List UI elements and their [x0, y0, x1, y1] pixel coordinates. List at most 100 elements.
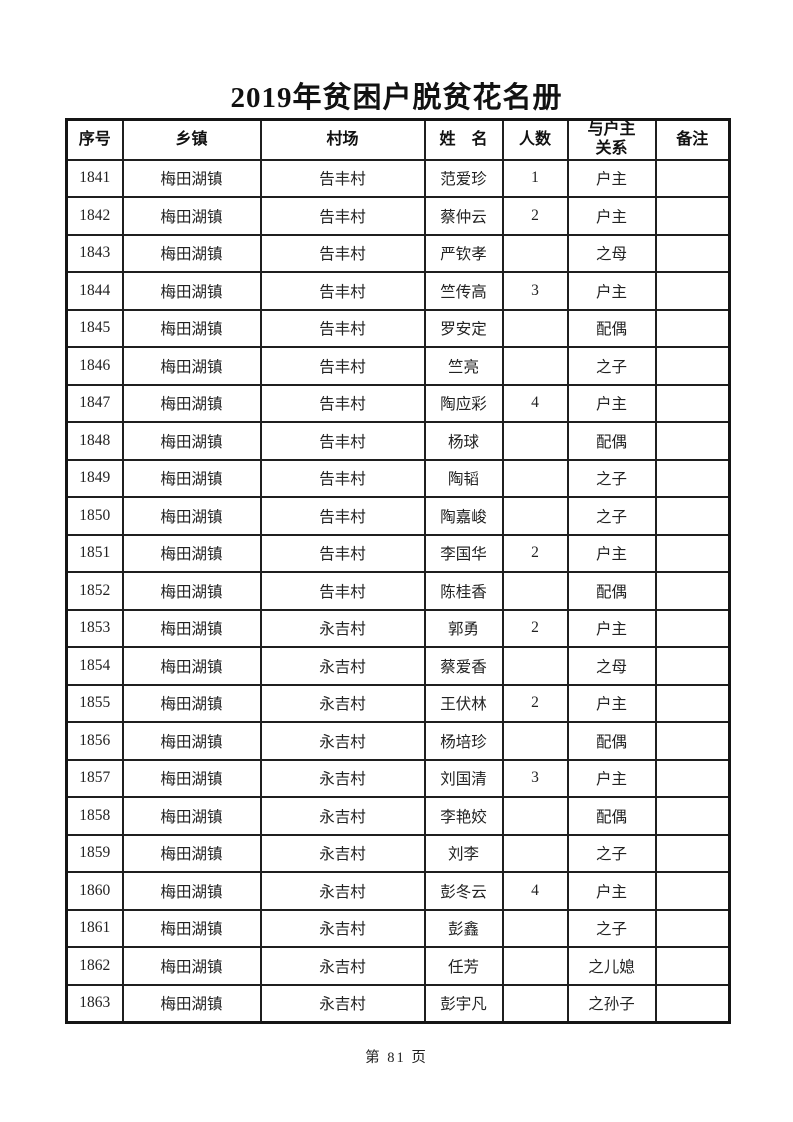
cell-note — [654, 646, 731, 686]
cell-village: 永吉村 — [259, 833, 426, 873]
cell-serial: 1855 — [65, 683, 124, 723]
table-row: 1841 梅田湖镇 告丰村 范爱珍 1 户主 — [65, 158, 731, 198]
cell-village: 告丰村 — [259, 196, 426, 236]
cell-town: 梅田湖镇 — [121, 608, 262, 648]
cell-serial: 1845 — [65, 308, 124, 348]
cell-village: 告丰村 — [259, 571, 426, 611]
cell-count — [501, 233, 569, 273]
cell-village: 永吉村 — [259, 871, 426, 911]
cell-note — [654, 796, 731, 836]
roster-table: 序号 乡镇 村场 姓 名 人数 与户主 关系 备注 1841 梅田湖镇 告丰村 范爱珍… — [65, 118, 731, 1024]
table-row: 1860 梅田湖镇 永吉村 彭冬云 4 户主 — [65, 871, 731, 911]
cell-name: 竺亮 — [423, 346, 504, 386]
cell-note — [654, 196, 731, 236]
cell-count: 2 — [501, 196, 569, 236]
cell-serial: 1862 — [65, 946, 124, 986]
cell-name: 刘李 — [423, 833, 504, 873]
table-row: 1848 梅田湖镇 告丰村 杨球 配偶 — [65, 421, 731, 461]
cell-serial: 1857 — [65, 758, 124, 798]
cell-serial: 1847 — [65, 383, 124, 423]
cell-count — [501, 796, 569, 836]
cell-note — [654, 758, 731, 798]
cell-count — [501, 833, 569, 873]
cell-name: 陶应彩 — [423, 383, 504, 423]
header-count: 人数 — [501, 118, 569, 161]
cell-relation: 户主 — [566, 383, 657, 423]
header-row: 序号 乡镇 村场 姓 名 人数 与户主 关系 备注 — [65, 118, 731, 161]
cell-name: 李艳姣 — [423, 796, 504, 836]
cell-town: 梅田湖镇 — [121, 683, 262, 723]
cell-town: 梅田湖镇 — [121, 383, 262, 423]
cell-serial: 1859 — [65, 833, 124, 873]
cell-note — [654, 571, 731, 611]
cell-relation: 之儿媳 — [566, 946, 657, 986]
cell-count — [501, 946, 569, 986]
table-row: 1863 梅田湖镇 永吉村 彭宇凡 之孙子 — [65, 983, 731, 1023]
cell-village: 永吉村 — [259, 983, 426, 1023]
cell-note — [654, 871, 731, 911]
cell-relation: 之母 — [566, 233, 657, 273]
cell-town: 梅田湖镇 — [121, 908, 262, 948]
cell-town: 梅田湖镇 — [121, 458, 262, 498]
cell-note — [654, 346, 731, 386]
header-serial: 序号 — [65, 118, 124, 161]
header-name: 姓 名 — [423, 118, 504, 161]
table-row: 1846 梅田湖镇 告丰村 竺亮 之子 — [65, 346, 731, 386]
cell-name: 杨培珍 — [423, 721, 504, 761]
cell-note — [654, 983, 731, 1023]
cell-serial: 1849 — [65, 458, 124, 498]
cell-note — [654, 683, 731, 723]
cell-count — [501, 983, 569, 1023]
cell-village: 告丰村 — [259, 271, 426, 311]
cell-count — [501, 721, 569, 761]
cell-name: 陶韬 — [423, 458, 504, 498]
cell-town: 梅田湖镇 — [121, 271, 262, 311]
cell-count — [501, 496, 569, 536]
cell-town: 梅田湖镇 — [121, 233, 262, 273]
cell-count: 4 — [501, 871, 569, 911]
table-row: 1858 梅田湖镇 永吉村 李艳姣 配偶 — [65, 796, 731, 836]
table-row: 1853 梅田湖镇 永吉村 郭勇 2 户主 — [65, 608, 731, 648]
header-village: 村场 — [259, 118, 426, 161]
cell-town: 梅田湖镇 — [121, 308, 262, 348]
cell-town: 梅田湖镇 — [121, 871, 262, 911]
cell-relation: 之子 — [566, 908, 657, 948]
cell-relation: 户主 — [566, 533, 657, 573]
cell-town: 梅田湖镇 — [121, 646, 262, 686]
cell-town: 梅田湖镇 — [121, 158, 262, 198]
cell-relation: 户主 — [566, 158, 657, 198]
cell-town: 梅田湖镇 — [121, 421, 262, 461]
cell-village: 告丰村 — [259, 308, 426, 348]
page-title: 2019年贫困户脱贫花名册 — [230, 82, 563, 114]
cell-serial: 1842 — [65, 196, 124, 236]
cell-village: 永吉村 — [259, 646, 426, 686]
table-row: 1854 梅田湖镇 永吉村 蔡爱香 之母 — [65, 646, 731, 686]
cell-name: 刘国清 — [423, 758, 504, 798]
cell-note — [654, 908, 731, 948]
cell-name: 郭勇 — [423, 608, 504, 648]
cell-village: 告丰村 — [259, 233, 426, 273]
cell-village: 永吉村 — [259, 758, 426, 798]
cell-name: 彭宇凡 — [423, 983, 504, 1023]
cell-town: 梅田湖镇 — [121, 946, 262, 986]
cell-village: 告丰村 — [259, 421, 426, 461]
cell-note — [654, 421, 731, 461]
cell-town: 梅田湖镇 — [121, 196, 262, 236]
cell-count — [501, 458, 569, 498]
table-row: 1857 梅田湖镇 永吉村 刘国清 3 户主 — [65, 758, 731, 798]
table-row: 1852 梅田湖镇 告丰村 陈桂香 配偶 — [65, 571, 731, 611]
cell-count: 4 — [501, 383, 569, 423]
cell-count: 1 — [501, 158, 569, 198]
cell-village: 永吉村 — [259, 683, 426, 723]
cell-note — [654, 233, 731, 273]
cell-name: 陈桂香 — [423, 571, 504, 611]
table-row: 1856 梅田湖镇 永吉村 杨培珍 配偶 — [65, 721, 731, 761]
cell-name: 陶嘉峻 — [423, 496, 504, 536]
cell-serial: 1854 — [65, 646, 124, 686]
cell-relation: 配偶 — [566, 796, 657, 836]
cell-note — [654, 458, 731, 498]
table-row: 1847 梅田湖镇 告丰村 陶应彩 4 户主 — [65, 383, 731, 423]
cell-town: 梅田湖镇 — [121, 796, 262, 836]
cell-relation: 配偶 — [566, 721, 657, 761]
cell-relation: 户主 — [566, 758, 657, 798]
